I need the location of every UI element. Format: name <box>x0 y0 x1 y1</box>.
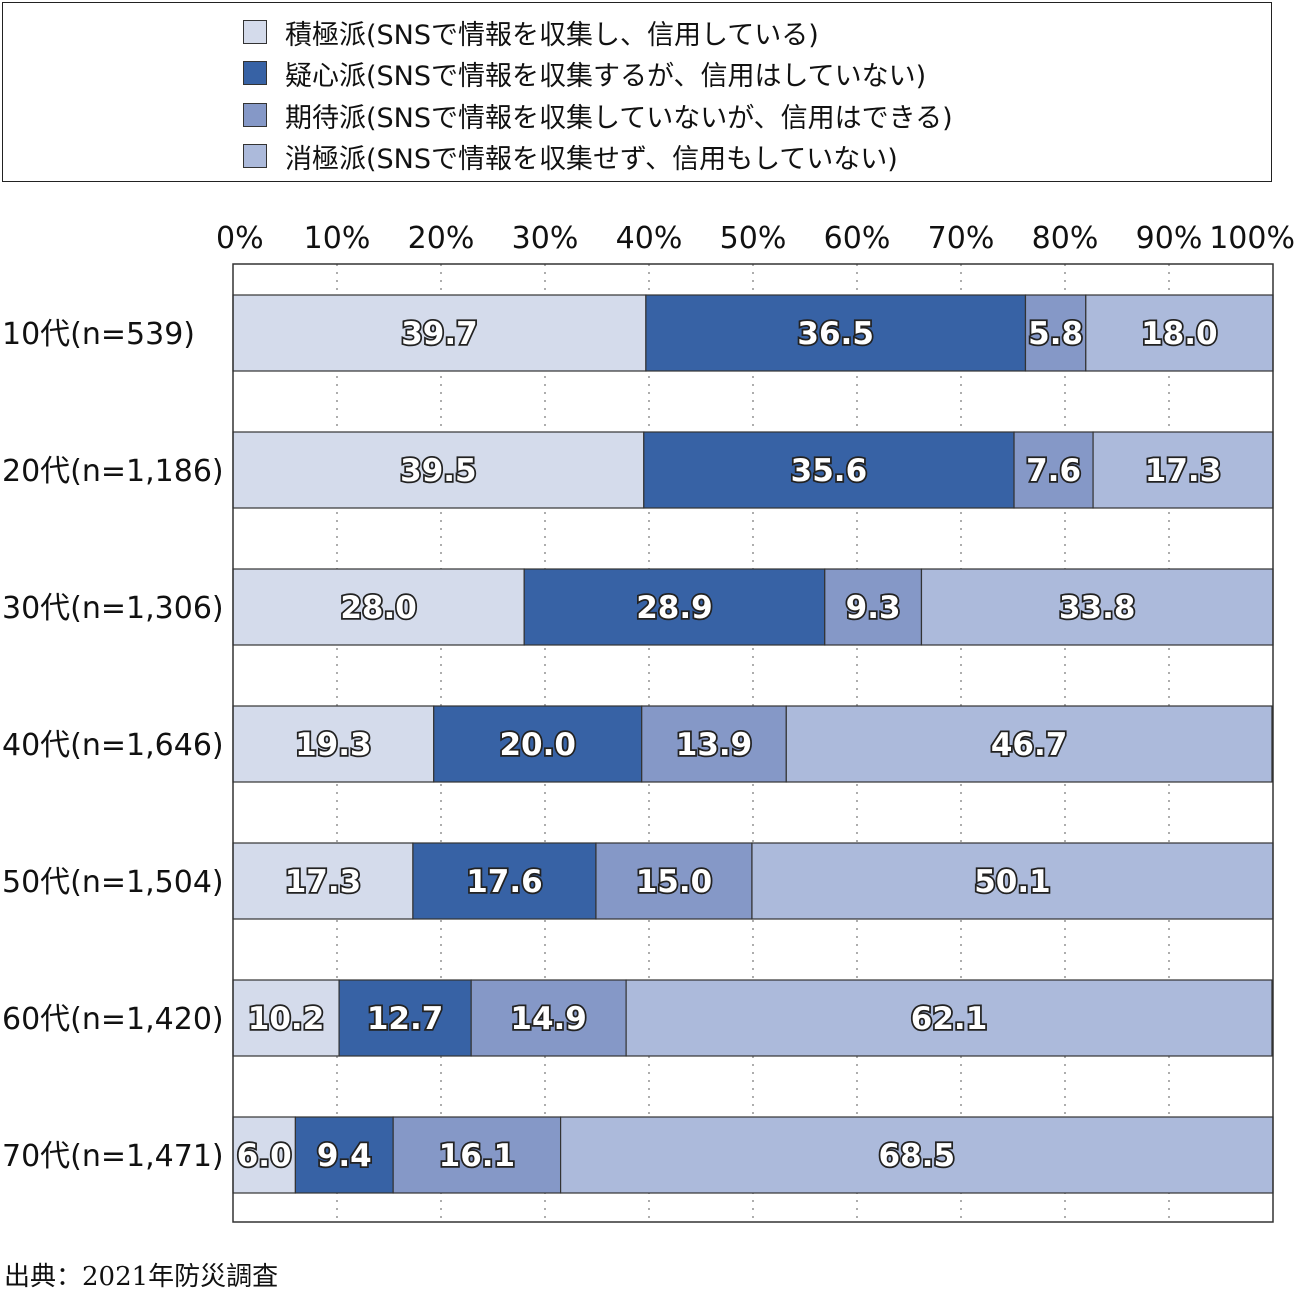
legend-item-hopeful: 期待派(SNSで情報を収集していないが、信用はできる) <box>243 97 953 134</box>
bar-segment <box>1013 431 1094 509</box>
data-label: 28.0 <box>340 590 417 626</box>
legend-item-passive: 消極派(SNSで情報を収集せず、信用もしていない) <box>243 138 898 175</box>
data-label: 6.0 <box>237 1138 292 1174</box>
legend-item-skeptical: 疑心派(SNSで情報を収集するが、信用はしていない) <box>243 55 927 92</box>
row-label: 70代(n=1,471) <box>2 1139 224 1174</box>
bar-segment <box>559 1116 1274 1194</box>
bar-segment <box>643 431 1015 509</box>
bar-segment <box>392 1116 562 1194</box>
bar-segment <box>412 842 597 920</box>
bar-segment <box>920 568 1274 646</box>
bar-segment <box>232 431 645 509</box>
bar-segment <box>1085 294 1274 372</box>
data-label: 19.3 <box>295 727 372 763</box>
bar-segment <box>232 705 435 783</box>
x-tick-label: 60% <box>824 221 891 256</box>
bar-segment <box>232 568 525 646</box>
bar-segment <box>645 294 1027 372</box>
data-label: 9.3 <box>846 590 901 626</box>
data-label: 17.3 <box>1145 453 1222 489</box>
bar-segment <box>338 979 472 1057</box>
data-label: 17.3 <box>285 864 362 900</box>
x-axis-ticks: 0% 10% 20% 30% 40% 50% 60% 70% 80% 90% 100% <box>216 221 1295 256</box>
bar-segment <box>625 979 1273 1057</box>
legend-swatch-active <box>243 20 267 44</box>
legend-swatch-passive <box>243 144 267 168</box>
data-label: 39.5 <box>400 453 477 489</box>
x-tick-label: 0% <box>216 221 264 256</box>
row-label: 50代(n=1,504) <box>2 865 224 900</box>
data-label: 18.0 <box>1141 316 1218 352</box>
data-label: 50.1 <box>974 864 1051 900</box>
data-label: 13.9 <box>676 727 753 763</box>
data-label: 39.7 <box>401 316 478 352</box>
data-label: 33.8 <box>1059 590 1136 626</box>
data-label: 12.7 <box>367 1001 444 1037</box>
data-label: 36.5 <box>797 316 874 352</box>
data-label: 7.6 <box>1026 453 1081 489</box>
row-label: 20代(n=1,186) <box>2 454 224 489</box>
data-label: 17.6 <box>466 864 543 900</box>
x-tick-label: 100% <box>1209 221 1295 256</box>
data-label: 68.5 <box>879 1138 956 1174</box>
bar-segment <box>1092 431 1274 509</box>
bar-segment <box>595 842 753 920</box>
data-label: 28.9 <box>636 590 713 626</box>
data-label: 35.6 <box>791 453 868 489</box>
legend-label-active: 積極派(SNSで情報を収集し、信用している) <box>285 19 819 51</box>
x-tick-label: 10% <box>304 221 371 256</box>
bar-segment <box>523 568 826 646</box>
data-label: 10.2 <box>248 1001 325 1037</box>
bar-segment <box>785 705 1273 783</box>
chart-legend: 積極派(SNSで情報を収集し、信用している) 疑心派(SNSで情報を収集するが、… <box>2 2 1272 182</box>
plot-frame <box>232 263 1274 1223</box>
data-label: 9.4 <box>317 1138 372 1174</box>
x-tick-label: 50% <box>720 221 787 256</box>
row-label: 30代(n=1,306) <box>2 591 224 626</box>
legend-label-passive: 消極派(SNSで情報を収集せず、信用もしていない) <box>285 143 898 175</box>
data-label: 46.7 <box>991 727 1068 763</box>
legend-swatch-skeptical <box>243 61 267 85</box>
bar-segment <box>294 1116 394 1194</box>
bar-segment <box>433 705 643 783</box>
x-tick-label: 80% <box>1032 221 1099 256</box>
data-label: 16.1 <box>439 1138 516 1174</box>
bar-segment <box>641 705 787 783</box>
stacked-bar-chart: 39.7 36.5 5.8 18.0 39.5 35.6 7.6 17.3 28.0 28.9 9.… <box>2 221 1295 1223</box>
data-labels: 39.7 36.5 5.8 18.0 39.5 35.6 7.6 17.3 28.0 28.9 9.… <box>235 314 1223 1176</box>
legend-swatch-hopeful <box>243 103 267 127</box>
source-note: 出典：2021年防災調査 <box>4 1262 279 1292</box>
x-tick-label: 40% <box>616 221 683 256</box>
bar-segments <box>232 294 1274 1194</box>
legend-item-active: 積極派(SNSで情報を収集し、信用している) <box>243 14 819 51</box>
bar-segment <box>824 568 923 646</box>
bar-segment <box>232 294 647 372</box>
data-label: 20.0 <box>499 727 576 763</box>
bar-segment <box>232 842 414 920</box>
x-tick-label: 30% <box>512 221 579 256</box>
data-label: 5.8 <box>1028 316 1083 352</box>
row-label: 60代(n=1,420) <box>2 1002 224 1037</box>
x-tick-label: 70% <box>928 221 995 256</box>
row-label: 40代(n=1,646) <box>2 728 224 763</box>
x-tick-label: 20% <box>408 221 475 256</box>
legend-label-skeptical: 疑心派(SNSで情報を収集するが、信用はしていない) <box>285 60 927 92</box>
row-label: 10代(n=539) <box>2 317 195 352</box>
y-axis-categories: 10代(n=539) 20代(n=1,186) 30代(n=1,306) 40代(n=… <box>2 317 224 1174</box>
data-label: 15.0 <box>636 864 713 900</box>
x-tick-label: 90% <box>1136 221 1203 256</box>
data-label: 62.1 <box>911 1001 988 1037</box>
legend-label-hopeful: 期待派(SNSで情報を収集していないが、信用はできる) <box>285 102 953 134</box>
data-label: 14.9 <box>510 1001 587 1037</box>
